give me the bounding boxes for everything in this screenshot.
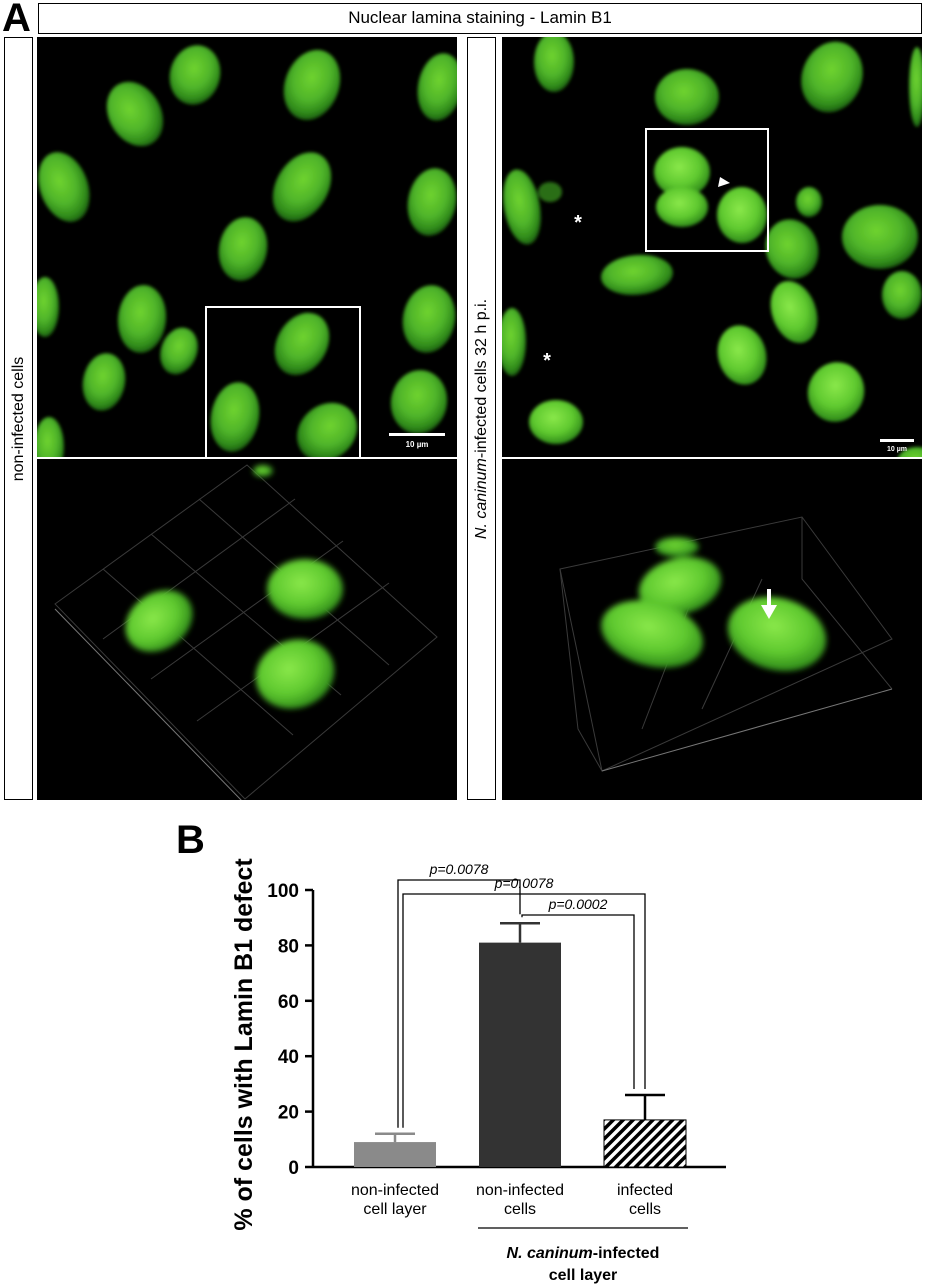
figure-header-title: Nuclear lamina staining - Lamin B1 — [38, 3, 922, 34]
category-label: cell layer — [363, 1201, 427, 1218]
nuclei-group — [502, 37, 922, 457]
row-label-infected: N. caninum-infected cells 32 h p.i. — [467, 37, 496, 800]
micrograph-infected: * * 10 µm — [502, 37, 922, 457]
y-tick-label: 60 — [278, 992, 299, 1013]
row-label-non-infected: non-infected cells — [4, 37, 33, 800]
significance-bracket — [402, 893, 646, 1128]
category-label: infected — [617, 1182, 673, 1199]
scale-bar — [389, 433, 445, 436]
p-value-label: p=0.0078 — [494, 875, 554, 891]
micrograph-non-infected: 10 µm — [37, 37, 457, 457]
row-label-infected-text: N. caninum-infected cells 32 h p.i. — [472, 298, 490, 539]
category-label: non-infected — [476, 1182, 564, 1199]
group-label: N. caninum-infected — [507, 1245, 660, 1262]
asterisk-marker: * — [543, 350, 551, 372]
significance-bracket — [397, 879, 521, 1128]
bar-chart: 0 20 40 60 80 100 % of cells with Lamin B1 def… — [230, 858, 726, 1284]
asterisk-marker: * — [574, 212, 582, 234]
p-value-label: p=0.0002 — [548, 896, 608, 912]
scale-bar-label-left: 10 µm — [406, 440, 429, 449]
y-tick-label: 0 — [288, 1158, 299, 1179]
category-label: cells — [504, 1201, 536, 1218]
bar — [479, 942, 561, 1167]
row-label-non-infected-text: non-infected cells — [9, 356, 27, 481]
category-label: cells — [629, 1201, 661, 1218]
3d-render-non-infected — [37, 459, 457, 800]
arrowhead-marker — [718, 177, 730, 187]
inset-box — [205, 306, 361, 457]
arrow-marker — [761, 589, 777, 619]
panel-b-letter: B — [176, 818, 205, 862]
bar — [603, 1119, 687, 1168]
y-tick-label: 40 — [278, 1047, 299, 1068]
category-label: non-infected — [351, 1182, 439, 1199]
3d-grid — [54, 464, 438, 800]
nuclei-group — [37, 45, 457, 457]
y-tick-label: 100 — [267, 881, 299, 902]
group-label-line2: cell layer — [549, 1267, 618, 1284]
scale-bar — [880, 439, 914, 442]
y-tick-label: 20 — [278, 1103, 299, 1124]
bar — [354, 1142, 436, 1167]
y-tick-label: 80 — [278, 936, 299, 957]
3d-render-infected — [502, 459, 922, 800]
3d-nuclei — [601, 537, 827, 672]
scale-bar-label-right: 10 µm — [887, 446, 907, 453]
3d-nuclei — [125, 465, 343, 709]
inset-box — [645, 128, 769, 252]
y-axis-label: % of cells with Lamin B1 defect — [230, 858, 258, 1231]
significance-bracket — [521, 914, 635, 1089]
panel-a-letter: A — [2, 0, 31, 40]
p-value-label: p=0.0078 — [429, 861, 489, 877]
